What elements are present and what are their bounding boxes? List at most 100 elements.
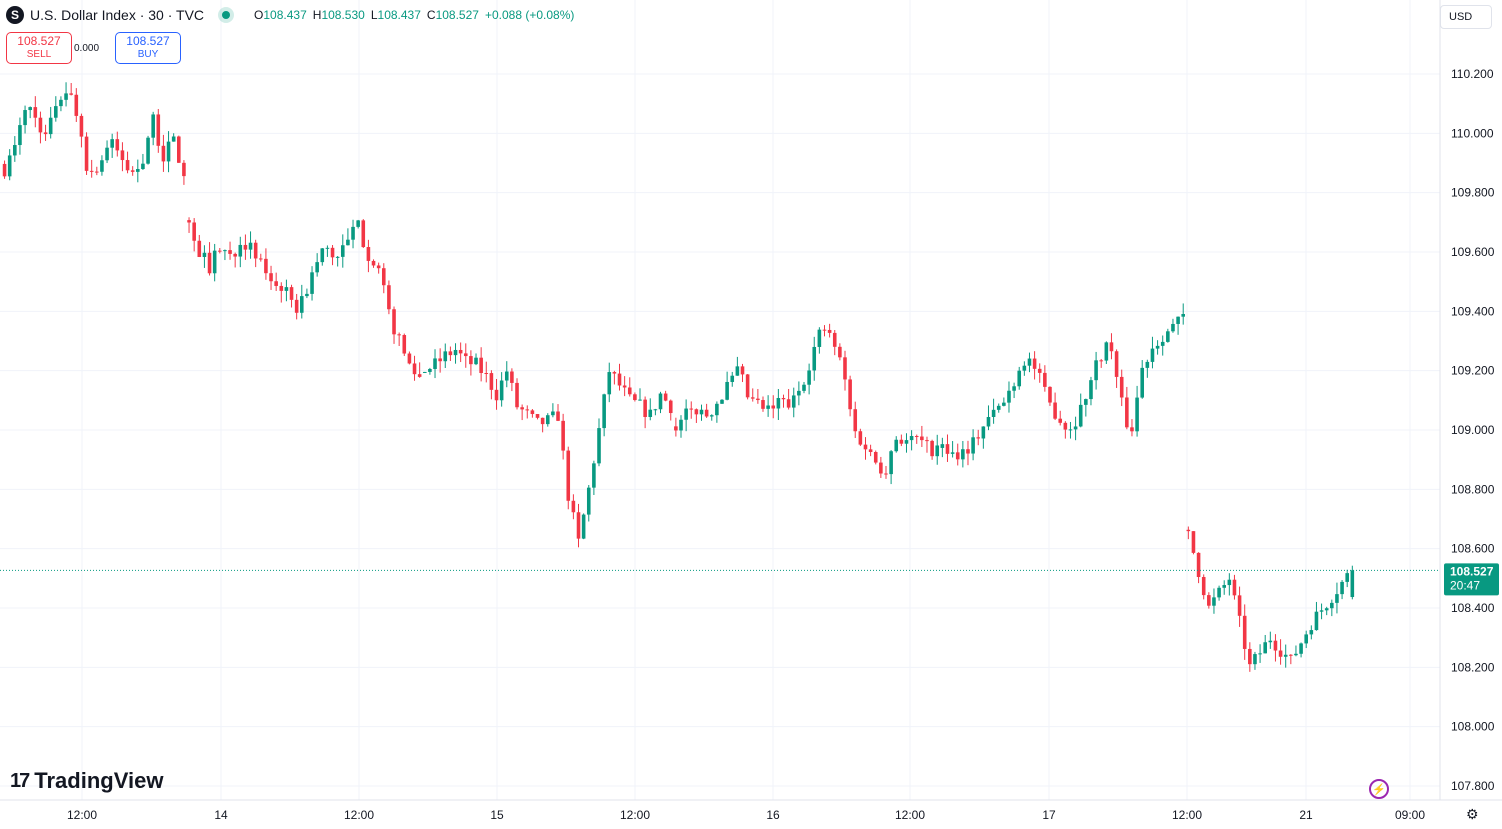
candle-body [735, 366, 740, 376]
buy-label: BUY [137, 49, 159, 60]
candle-body [848, 379, 852, 410]
candle-body [617, 373, 622, 386]
tradingview-logo[interactable]: 17 TradingView [10, 768, 163, 794]
candle-body [1017, 370, 1022, 387]
candle-body [1002, 402, 1006, 406]
candle-body [433, 358, 437, 369]
y-tick-label: 109.800 [1451, 186, 1495, 200]
candle-body [330, 247, 335, 258]
candle [59, 96, 63, 112]
candle [909, 430, 914, 451]
candle-body [663, 393, 668, 401]
candle [387, 280, 391, 315]
candle-body [935, 445, 940, 457]
candle-body [961, 449, 965, 460]
candle-body [376, 265, 381, 269]
candle-body [238, 244, 243, 257]
candle-body [709, 415, 714, 417]
candle [971, 429, 975, 461]
candle-body [535, 414, 540, 418]
candle-body [105, 147, 109, 161]
candle-body [566, 450, 571, 501]
candle-body [853, 409, 858, 432]
candle-body [489, 373, 494, 390]
candle [592, 460, 596, 496]
candle [1048, 386, 1052, 406]
candle [253, 239, 258, 268]
candle-body [1232, 579, 1237, 596]
candle-body [1130, 427, 1134, 432]
candle-body [581, 514, 586, 539]
candle-body [991, 409, 996, 418]
candle [1089, 376, 1093, 406]
candle-body [1119, 376, 1124, 398]
candle [1304, 630, 1308, 649]
candle-body [18, 125, 22, 146]
candle-body [156, 114, 161, 146]
candle [791, 387, 796, 418]
candle-body [1222, 585, 1226, 588]
candle [397, 332, 401, 347]
candle [371, 259, 376, 268]
candle [151, 111, 155, 146]
candle [1130, 419, 1134, 437]
candle-body [1283, 654, 1288, 657]
sell-button[interactable]: 108.527 SELL [6, 32, 72, 64]
candle [1237, 586, 1242, 627]
price-axis[interactable]: 110.200 110.000 109.800 109.600 109.400 109.2… [1439, 0, 1495, 800]
candle [679, 415, 683, 438]
candle [581, 513, 586, 540]
candle-body [299, 296, 304, 313]
candle-body [1007, 390, 1011, 403]
candle [1319, 603, 1324, 620]
candle-body [1176, 316, 1180, 324]
currency-select[interactable]: USD [1440, 5, 1492, 29]
candle [1119, 369, 1124, 407]
candle [1171, 318, 1175, 333]
candle [289, 284, 294, 308]
candle-body [381, 268, 386, 286]
candle-body [469, 356, 473, 365]
candle-body [1022, 365, 1027, 371]
candle-body [28, 107, 32, 111]
candle [822, 325, 827, 337]
candle [545, 413, 550, 427]
candle [474, 353, 478, 366]
candle-body [1099, 360, 1104, 362]
candle-body [1253, 654, 1257, 665]
candle [146, 135, 150, 165]
gear-icon[interactable]: ⚙ [1466, 806, 1479, 822]
candle [684, 399, 688, 432]
candle-body [161, 145, 166, 162]
candle [520, 404, 524, 421]
candle-body [7, 155, 12, 177]
candle [643, 396, 647, 429]
lightning-icon[interactable]: ⚡ [1369, 779, 1389, 799]
y-tick-label: 107.800 [1451, 779, 1495, 793]
candle-body [653, 409, 658, 411]
candle-body [243, 244, 248, 250]
candle-body [248, 242, 253, 250]
y-tick-label: 109.000 [1451, 423, 1495, 437]
candle [612, 370, 617, 385]
candle-body [1248, 648, 1252, 665]
candle-body [479, 357, 483, 373]
candle [771, 395, 776, 419]
candle-body [13, 145, 17, 156]
candle [715, 401, 719, 423]
candle-body [1191, 531, 1196, 553]
candle-body [38, 117, 43, 133]
time-axis[interactable]: 12:00 14 12:00 15 12:00 16 12:00 17 12:00 21 09:00 [0, 799, 1502, 822]
candle-body [177, 136, 181, 163]
buy-button[interactable]: 108.527 BUY [115, 32, 181, 64]
candle-body [607, 372, 612, 395]
candle [766, 395, 770, 417]
candle [955, 443, 960, 466]
symbol-title[interactable]: U.S. Dollar Index · 30 · TVC [30, 7, 205, 23]
candle [730, 371, 735, 387]
symbol-logo-icon: S [6, 6, 24, 24]
x-tick-label: 17 [1042, 808, 1056, 822]
candle [1109, 333, 1114, 360]
candle [1063, 421, 1068, 439]
